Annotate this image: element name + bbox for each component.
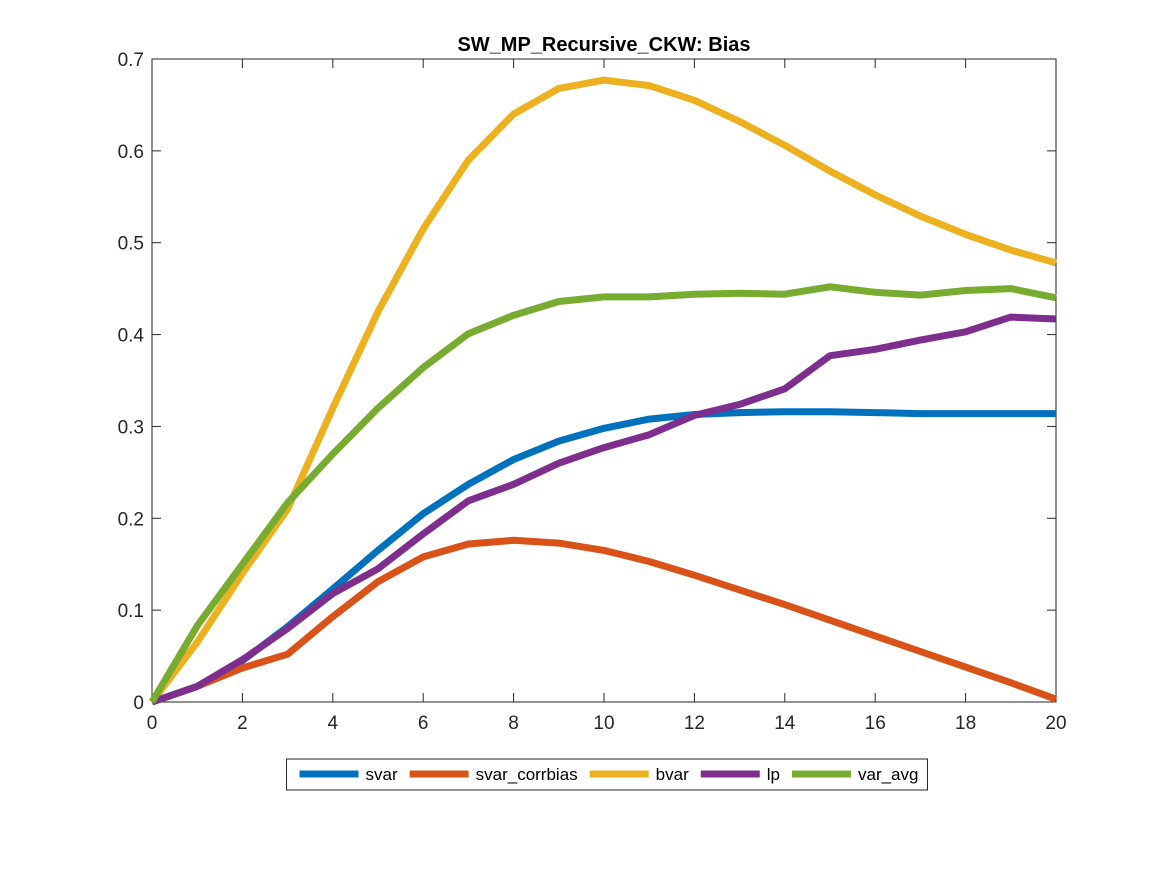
y-tick-label: 0.6 xyxy=(118,142,144,163)
legend-item: var_avg xyxy=(791,765,918,784)
legend-label: svar_corrbias xyxy=(476,765,578,784)
legend-label: svar xyxy=(366,765,398,784)
legend: svar svar_corrbias bvar lp var_avg xyxy=(286,758,928,791)
y-tick-label: 0 xyxy=(133,693,144,714)
x-tick-label: 4 xyxy=(328,713,339,734)
series-line-var-avg xyxy=(148,283,1057,704)
legend-label: var_avg xyxy=(858,765,918,784)
x-tick-label: 18 xyxy=(955,713,976,734)
x-tick-label: 14 xyxy=(774,713,796,734)
x-tick-label: 20 xyxy=(1045,713,1066,734)
y-axis: 0 0.1 0.2 0.3 0.4 0.5 0.6 0.7 xyxy=(118,50,1056,714)
y-tick-label: 0.3 xyxy=(118,417,144,438)
series-line-lp xyxy=(150,313,1057,706)
plot-box xyxy=(151,58,1057,703)
plot-area xyxy=(151,58,1057,703)
x-tick-label: 2 xyxy=(237,713,248,734)
legend-item: bvar xyxy=(589,765,689,784)
x-tick-label: 6 xyxy=(418,713,429,734)
y-tick-label: 0.2 xyxy=(118,509,144,530)
y-tick-label: 0.1 xyxy=(118,601,144,622)
y-tick-label: 0.4 xyxy=(118,326,145,347)
y-tick-label: 0.7 xyxy=(118,50,144,71)
legend-item: lp xyxy=(700,765,780,784)
chart-title: SW_MP_Recursive_CKW: Bias xyxy=(457,34,750,56)
x-tick-label: 12 xyxy=(684,713,705,734)
x-tick-label: 16 xyxy=(865,713,886,734)
x-axis: 0 2 4 6 8 10 12 14 16 18 20 xyxy=(147,59,1067,734)
x-tick-label: 10 xyxy=(593,713,614,734)
series-line-svar-corrbias xyxy=(150,536,1058,706)
legend-label: bvar xyxy=(656,765,689,784)
legend-label: lp xyxy=(767,765,780,784)
legend-item: svar xyxy=(299,765,398,784)
series-lines xyxy=(148,76,1058,706)
series-line-bvar xyxy=(149,76,1057,705)
x-tick-label: 0 xyxy=(147,713,158,734)
legend-item: svar_corrbias xyxy=(409,765,578,784)
x-tick-label: 8 xyxy=(508,713,519,734)
y-tick-label: 0.5 xyxy=(118,234,144,255)
